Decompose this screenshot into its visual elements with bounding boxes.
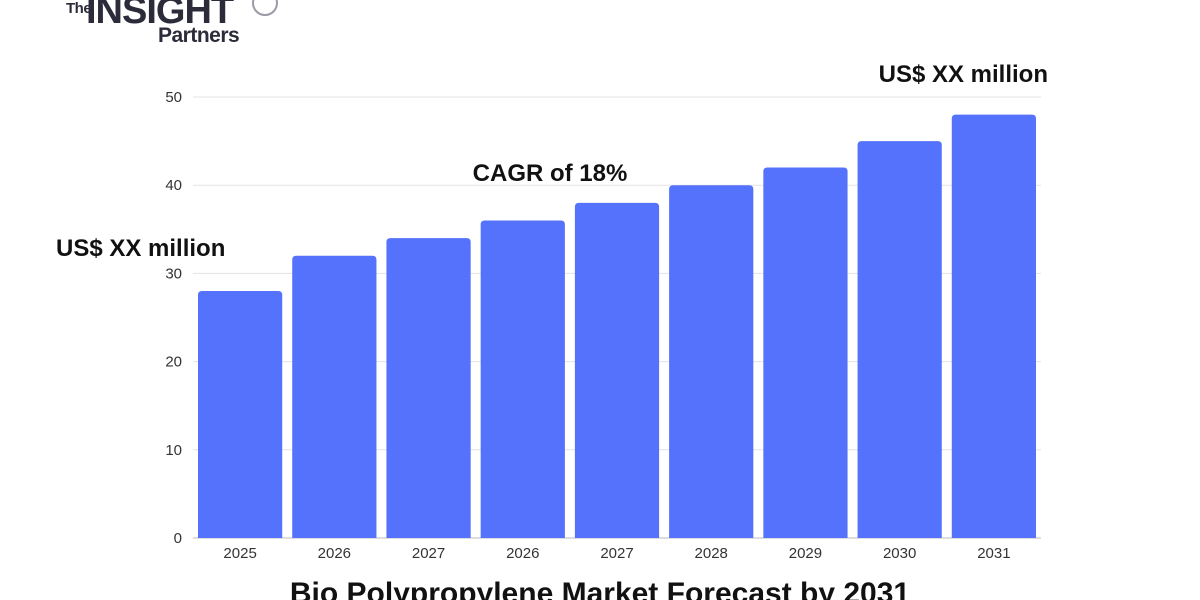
- x-tick-label: 2027: [412, 545, 445, 562]
- end-value-annotation: US$ XX million: [879, 61, 1048, 88]
- logo-the-text: The: [66, 0, 92, 17]
- bar: [857, 141, 942, 538]
- bar: [386, 238, 471, 538]
- x-tick-label: 2025: [223, 545, 256, 562]
- bar: [574, 202, 660, 538]
- x-tick-label: 2029: [789, 545, 822, 562]
- x-axis-ticks: 2025 2026 2027 2026 2027 2028 2029 2030 2031: [223, 545, 1010, 562]
- bar: [480, 220, 565, 539]
- bars: [198, 114, 1036, 539]
- y-tick-label: 30: [165, 265, 182, 282]
- logo-main-text: INSIGHT: [86, 0, 234, 32]
- y-tick-label: 0: [174, 530, 182, 547]
- logo-sub-text: Partners: [158, 24, 240, 47]
- x-tick-label: 2031: [977, 545, 1010, 562]
- bar: [669, 185, 754, 538]
- x-tick-label: 2026: [506, 545, 539, 562]
- company-logo: The INSIGHT Partners: [66, 0, 286, 54]
- y-axis-ticks: 0 10 20 30 40 50: [165, 89, 182, 547]
- bar: [292, 255, 377, 538]
- magnifier-icon: [252, 0, 278, 16]
- cagr-annotation: CAGR of 18%: [473, 160, 628, 187]
- start-value-annotation: US$ XX million: [56, 235, 225, 262]
- y-tick-label: 10: [165, 442, 182, 459]
- y-tick-label: 40: [165, 177, 182, 194]
- y-tick-label: 20: [165, 354, 182, 371]
- x-tick-label: 2030: [883, 545, 916, 562]
- bar: [951, 114, 1036, 538]
- x-tick-label: 2028: [695, 545, 728, 562]
- bar: [763, 167, 848, 538]
- x-tick-label: 2026: [318, 545, 351, 562]
- y-tick-label: 50: [165, 89, 182, 106]
- chart-title: Bio Polypropylene Market Forecast by 203…: [290, 577, 910, 600]
- x-tick-label: 2027: [600, 545, 633, 562]
- bar: [198, 291, 283, 538]
